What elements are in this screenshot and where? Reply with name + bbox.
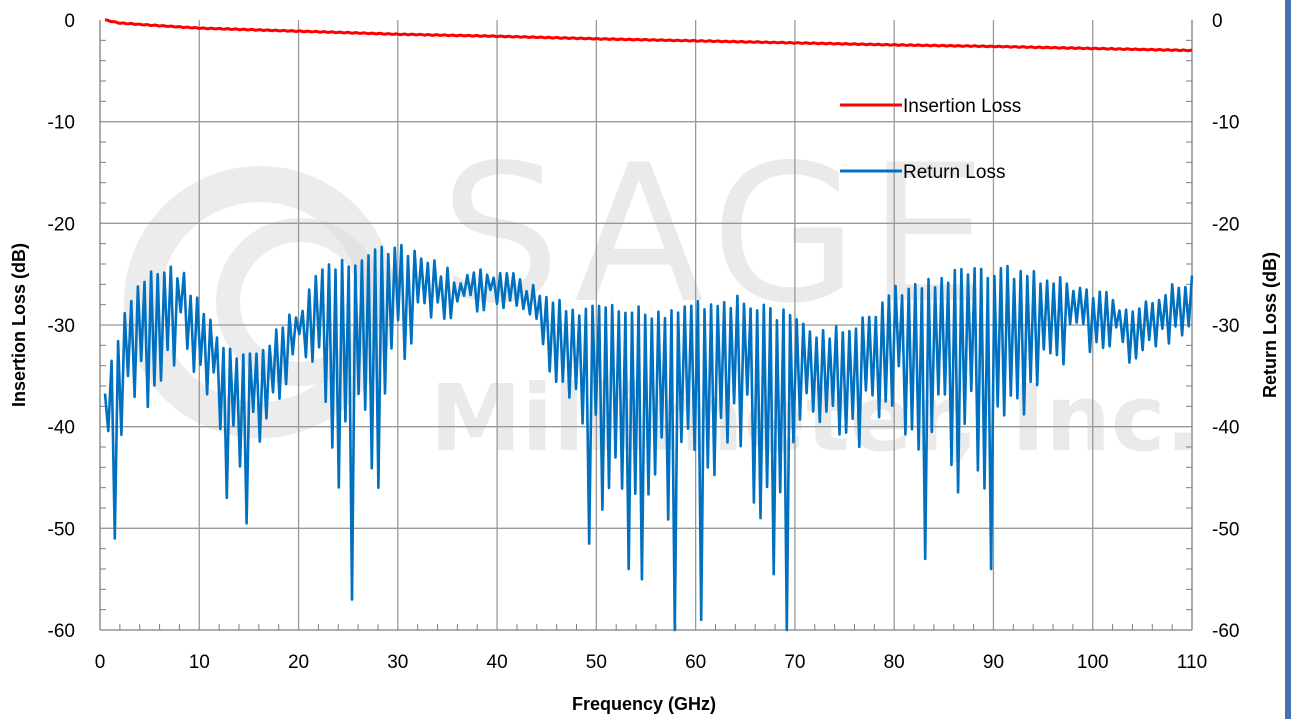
y-tick-label-left-30: -30 [48, 316, 75, 337]
y-tick-label-right-20: -20 [1212, 214, 1239, 235]
series-insertion-loss [105, 18, 1193, 53]
y-tick-label-right-40: -40 [1212, 418, 1239, 439]
legend-label-return-loss: Return Loss [903, 162, 1005, 183]
x-tick-label-80: 80 [884, 652, 905, 673]
x-tick-label-20: 20 [288, 652, 309, 673]
legend-label-insertion-loss: Insertion Loss [903, 96, 1021, 117]
series-return-loss-line [103, 243, 1194, 632]
x-tick-label-40: 40 [487, 652, 508, 673]
watermark-logo-ring-inner [216, 218, 384, 386]
y-axis-title-left: Insertion Loss (dB) [9, 243, 29, 407]
x-axis-title: Frequency (GHz) [572, 694, 716, 714]
x-tick-label-70: 70 [784, 652, 805, 673]
x-tick-label-60: 60 [685, 652, 706, 673]
y-tick-label-right-10: -10 [1212, 113, 1239, 134]
y-tick-label-right-60: -60 [1212, 621, 1239, 642]
x-tick-label-50: 50 [586, 652, 607, 673]
x-tick-label-10: 10 [189, 652, 210, 673]
series-return-loss [103, 243, 1194, 632]
y-tick-label-left-20: -20 [48, 214, 75, 235]
axes [99, 20, 1193, 631]
y-tick-label-left-10: -10 [48, 113, 75, 134]
y-tick-label-left-50: -50 [48, 519, 75, 540]
y-tick-label-left-40: -40 [48, 418, 75, 439]
x-tick-label-0: 0 [95, 652, 106, 673]
y-tick-label-right-30: -30 [1212, 316, 1239, 337]
legend: Insertion Loss Return Loss [840, 96, 1021, 183]
x-tick-label-110: 110 [1177, 652, 1207, 673]
y-tick-label-right-50: -50 [1212, 519, 1239, 540]
y-tick-label-right-0: 0 [1212, 11, 1223, 32]
edge-bar [1285, 0, 1291, 719]
x-tick-label-30: 30 [387, 652, 408, 673]
x-tick-label-100: 100 [1077, 652, 1109, 673]
y-axis-title-right: Return Loss (dB) [1260, 252, 1280, 398]
y-tick-label-left-0: 0 [64, 11, 75, 32]
x-tick-label-90: 90 [983, 652, 1004, 673]
series-insertion-loss-line [105, 18, 1193, 53]
y-tick-label-left-60: -60 [48, 621, 75, 642]
tick-labels: 0 10 20 30 40 50 60 70 80 90 100 110 0 0 -10 -10 -20 -20 -… [48, 11, 1240, 673]
